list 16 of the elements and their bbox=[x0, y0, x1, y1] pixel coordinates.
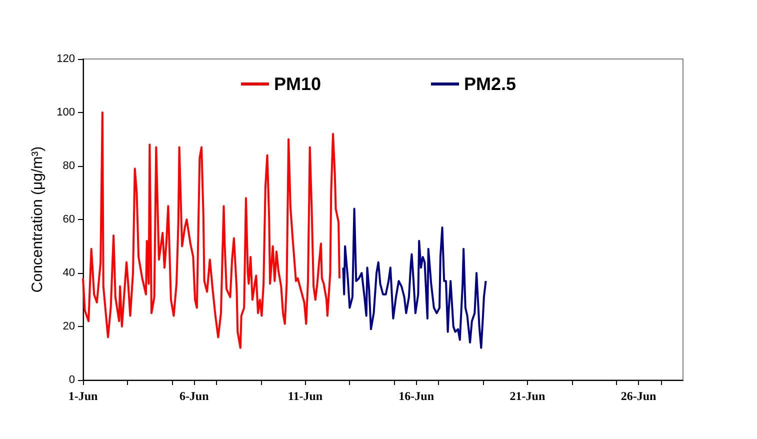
x-tick-label: 6-Jun bbox=[179, 389, 210, 403]
x-tick-label: 21-Jun bbox=[510, 389, 546, 403]
x-tick-label: 16-Jun bbox=[398, 389, 434, 403]
x-tick-label: 26-Jun bbox=[620, 389, 657, 403]
y-tick-label: 120 bbox=[56, 53, 75, 65]
legend-label: PM2.5 bbox=[464, 74, 516, 94]
y-tick-label: 0 bbox=[68, 374, 75, 386]
legend-label: PM10 bbox=[274, 74, 322, 94]
x-tick-label: 1-Jun bbox=[68, 389, 98, 403]
x-tick-label: 11-Jun bbox=[288, 389, 323, 403]
y-axis-title: Concentration (μg/m³) bbox=[29, 146, 46, 293]
y-tick-label: 60 bbox=[62, 214, 75, 226]
y-tick-label: 20 bbox=[62, 320, 75, 332]
y-tick-label: 40 bbox=[62, 267, 75, 279]
y-tick-label: 80 bbox=[62, 160, 75, 172]
y-tick-label: 100 bbox=[56, 106, 75, 118]
